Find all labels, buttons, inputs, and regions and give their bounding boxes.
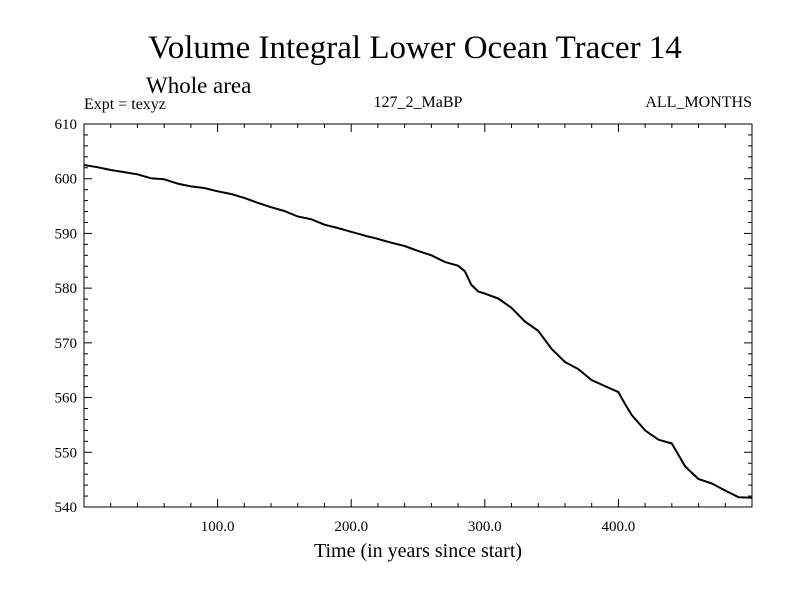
x-axis-label: Time (in years since start): [314, 540, 522, 562]
x-tick-label: 300.0: [468, 519, 502, 535]
y-tick-label: 610: [55, 117, 78, 133]
x-tick-label: 400.0: [602, 519, 636, 535]
y-tick-label: 560: [55, 391, 78, 407]
y-tick-label: 570: [55, 336, 78, 352]
y-tick-label: 580: [55, 281, 78, 297]
chart-subtitle: Whole area: [146, 73, 251, 98]
period-label: ALL_MONTHS: [645, 94, 752, 111]
series-line: [83, 164, 753, 499]
series-layer: [83, 164, 753, 499]
y-tick-label: 550: [55, 445, 78, 461]
axis-ticks: 540 550 560 570 580 590 600 610 100.0 200.0 300.0 4…: [55, 117, 752, 535]
x-tick-label: 200.0: [334, 519, 368, 535]
chart-title: Volume Integral Lower Ocean Tracer 14: [148, 30, 682, 66]
plot-frame: [83, 123, 753, 508]
y-tick-label: 540: [55, 500, 78, 516]
x-tick-label: 100.0: [201, 519, 235, 535]
experiment-label: Expt = texyz: [84, 96, 166, 113]
run-label: 127_2_MaBP: [374, 94, 463, 111]
y-tick-label: 600: [55, 172, 78, 188]
y-tick-label: 590: [55, 226, 78, 242]
